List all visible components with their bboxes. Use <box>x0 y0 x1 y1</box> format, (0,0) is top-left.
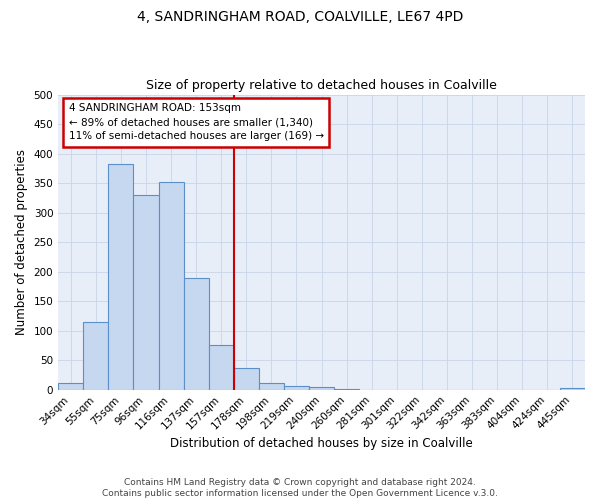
Bar <box>83 322 109 390</box>
Bar <box>334 389 359 390</box>
Bar <box>284 386 309 390</box>
Bar <box>109 164 133 390</box>
Bar <box>234 368 259 390</box>
Text: 4 SANDRINGHAM ROAD: 153sqm
← 89% of detached houses are smaller (1,340)
11% of s: 4 SANDRINGHAM ROAD: 153sqm ← 89% of deta… <box>69 104 324 142</box>
X-axis label: Distribution of detached houses by size in Coalville: Distribution of detached houses by size … <box>170 437 473 450</box>
Bar <box>184 278 209 390</box>
Bar <box>259 383 284 390</box>
Bar <box>560 388 585 390</box>
Text: 4, SANDRINGHAM ROAD, COALVILLE, LE67 4PD: 4, SANDRINGHAM ROAD, COALVILLE, LE67 4PD <box>137 10 463 24</box>
Bar <box>133 195 158 390</box>
Bar <box>158 182 184 390</box>
Y-axis label: Number of detached properties: Number of detached properties <box>15 149 28 335</box>
Bar <box>309 388 334 390</box>
Bar <box>58 383 83 390</box>
Text: Contains HM Land Registry data © Crown copyright and database right 2024.
Contai: Contains HM Land Registry data © Crown c… <box>102 478 498 498</box>
Bar <box>209 345 234 390</box>
Title: Size of property relative to detached houses in Coalville: Size of property relative to detached ho… <box>146 79 497 92</box>
